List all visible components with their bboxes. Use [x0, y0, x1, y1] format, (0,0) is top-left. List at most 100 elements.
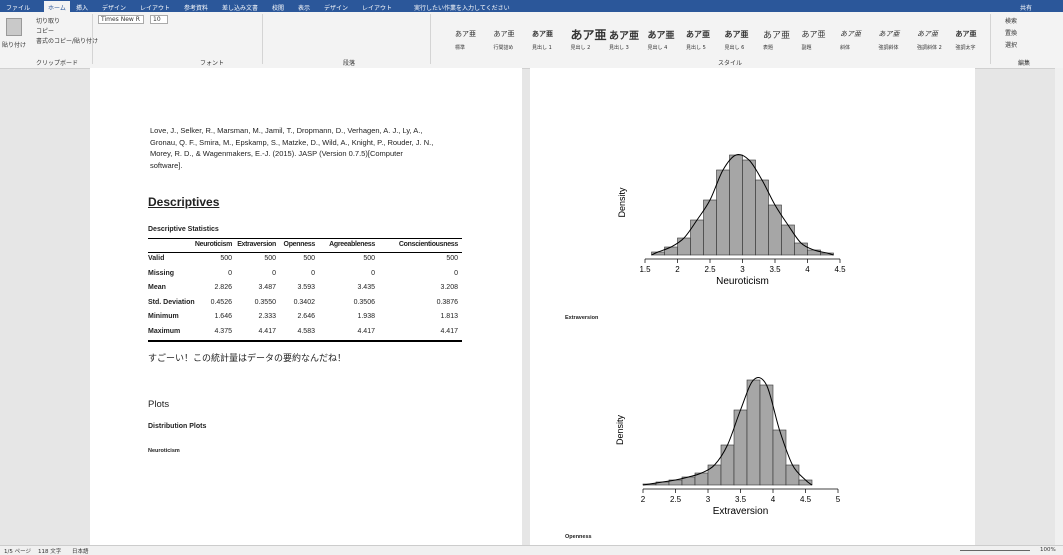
histogram-bar [716, 169, 730, 256]
ribbon-tab[interactable]: ホーム [44, 1, 70, 14]
y-axis-label: Density [615, 414, 625, 445]
style-sample[interactable]: あア亜 [686, 29, 710, 39]
table-cell: 500 [264, 255, 276, 262]
table-cell: 0.4526 [210, 298, 232, 306]
font-size-box[interactable]: 10 [150, 15, 168, 24]
style-name[interactable]: 見出し 2 [570, 45, 591, 51]
table-cell: 0.3876 [436, 298, 458, 306]
histogram-bar [707, 464, 722, 486]
page-1: Love, J., Selker, R., Marsman, M., Jamil… [90, 68, 522, 545]
style-name[interactable]: 強調斜体 [878, 45, 899, 51]
style-sample[interactable]: あア亜 [647, 31, 675, 41]
style-sample[interactable]: あア亜 [724, 29, 749, 39]
select-button[interactable]: 選択 [1005, 42, 1018, 49]
style-sample[interactable]: あア亜 [955, 30, 977, 39]
table-cell: 3.435 [357, 284, 375, 291]
ribbon-tab[interactable]: ファイル [6, 5, 31, 12]
group-label: スタイル [718, 60, 743, 67]
group-label: クリップボード [36, 60, 79, 67]
x-axis-label: Neuroticism [716, 276, 769, 287]
style-name[interactable]: 見出し 3 [609, 45, 629, 51]
style-sample[interactable]: あア亜 [878, 30, 900, 39]
table-cell: 500 [303, 255, 315, 262]
subheading: Distribution Plots [148, 423, 207, 430]
status-bar: 1/5 ページ 118 文字 日本語 100% [0, 545, 1063, 555]
comment-text: すごーい！この統計量はデータの要約なんだね！ [148, 353, 347, 363]
histogram-bar [690, 219, 704, 256]
style-name[interactable]: 見出し 6 [724, 45, 745, 51]
table-cell: 3.593 [297, 284, 315, 291]
reference-text: Gronau, Q. F., Smira, M., Epskamp, S., M… [150, 137, 434, 147]
share-button[interactable]: 共有 [1020, 5, 1033, 12]
x-tick-label: 3.5 [769, 265, 781, 274]
style-sample[interactable]: あア亜 [609, 31, 639, 43]
histogram-bar [755, 179, 769, 256]
plot-label: Neuroticism [148, 448, 180, 454]
search-box[interactable]: 実行したい作業を入力してください [414, 5, 510, 12]
zoom-slider[interactable] [960, 550, 1030, 551]
column-header: Openness [283, 241, 316, 248]
group-separator [430, 14, 431, 64]
title-bar: ファイル ホーム 挿入 デザイン レイアウト 参考資料 差し込み文書 校閲 表示 デザイン レイアウ… [0, 0, 1063, 14]
style-sample[interactable]: あア亜 [570, 28, 607, 42]
style-sample[interactable]: あア亜 [532, 30, 553, 39]
histogram-bar [794, 242, 808, 256]
style-sample[interactable]: あア亜 [917, 30, 938, 39]
font-name-box[interactable]: Times New R [98, 15, 144, 24]
group-label: 編集 [1018, 60, 1031, 67]
style-sample[interactable]: あア亜 [801, 29, 826, 39]
replace-button[interactable]: 置換 [1005, 30, 1018, 37]
style-sample[interactable]: あア亜 [455, 30, 476, 39]
copy-button[interactable]: コピー [36, 28, 55, 35]
style-name[interactable]: 行間詰め [493, 45, 514, 51]
histogram-bar [781, 224, 795, 256]
table-cell: 500 [220, 255, 232, 262]
x-tick-label: 1.5 [639, 265, 651, 274]
row-label: Std. Deviation [148, 298, 195, 306]
style-name[interactable]: 標準 [455, 45, 466, 51]
ribbon-tab[interactable]: 参考資料 [184, 5, 209, 12]
style-name[interactable]: 表題 [763, 45, 774, 51]
reference-text: software]. [150, 160, 183, 170]
style-name[interactable]: 見出し 1 [532, 45, 552, 51]
style-sample[interactable]: あア亜 [763, 31, 791, 41]
find-button[interactable]: 検索 [1005, 18, 1018, 25]
status-words: 118 文字 [38, 549, 62, 555]
cut-button[interactable]: 切り取り [36, 18, 61, 25]
ribbon-tab[interactable]: レイアウト [140, 5, 171, 12]
group-separator [92, 14, 93, 64]
table-cell: 3.208 [440, 284, 458, 291]
ribbon-tab[interactable]: デザイン [102, 5, 127, 12]
paste-button[interactable]: 貼り付け [2, 42, 27, 49]
table-cell: 4.583 [297, 327, 315, 335]
table-cell: 0.3402 [293, 298, 315, 306]
zoom-level[interactable]: 100% [1040, 547, 1056, 553]
ribbon-tab[interactable]: 挿入 [76, 5, 89, 12]
group-label: 段落 [343, 60, 356, 67]
style-name[interactable]: 見出し 5 [686, 45, 706, 51]
table-cell: 500 [363, 255, 375, 262]
format-painter-button[interactable]: 書式のコピー/貼り付け [36, 38, 99, 45]
column-header: Agreeableness [329, 241, 375, 248]
ribbon-tab[interactable]: 校閲 [272, 5, 285, 12]
style-sample[interactable]: あア亜 [493, 30, 515, 39]
style-name[interactable]: 見出し 4 [647, 45, 668, 51]
style-sample[interactable]: あア亜 [840, 30, 861, 39]
ribbon-tab[interactable]: デザイン [324, 5, 349, 12]
histogram-bar [729, 154, 743, 256]
style-name[interactable]: 強調太字 [955, 45, 976, 51]
column-header: Conscientiousness [398, 241, 458, 248]
ribbon-tab[interactable]: 表示 [298, 5, 311, 12]
scrollbar[interactable] [1055, 68, 1063, 545]
x-tick-label: 4 [771, 495, 776, 504]
style-name[interactable]: 副題 [801, 45, 812, 51]
ribbon-tab[interactable]: レイアウト [362, 5, 393, 12]
table-cell: 4.417 [258, 327, 276, 335]
style-name[interactable]: 強調斜体 2 [917, 45, 942, 51]
ribbon-tab[interactable]: 差し込み文書 [222, 5, 259, 12]
table-cell: 0 [371, 269, 375, 277]
x-tick-label: 4.5 [800, 495, 812, 504]
histogram-bar [720, 444, 735, 486]
table-cell: 1.938 [357, 313, 375, 320]
style-name[interactable]: 斜体 [840, 45, 851, 51]
